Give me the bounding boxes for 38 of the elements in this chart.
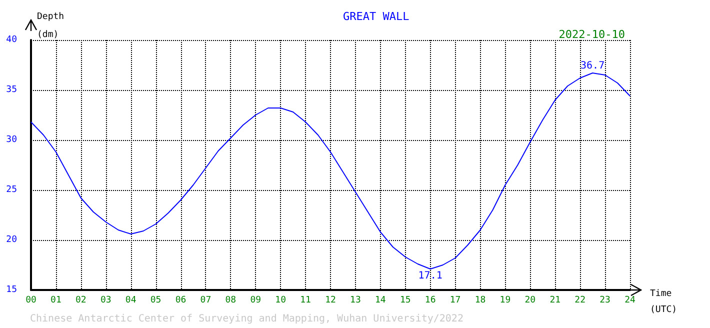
y-tick-label: 30 xyxy=(6,135,17,145)
x-tick-label: 10 xyxy=(275,296,286,306)
annotation: 36.7 xyxy=(580,60,605,72)
y-tick-label: 25 xyxy=(6,185,17,195)
x-tick-label: 12 xyxy=(325,296,336,306)
x-tick-label: 07 xyxy=(200,296,212,306)
y-tick-label: 40 xyxy=(6,35,17,45)
x-tick-label: 03 xyxy=(100,296,112,306)
x-tick-label: 17 xyxy=(450,296,461,306)
x-tick-label: 21 xyxy=(550,296,561,306)
x-tick-label: 02 xyxy=(75,296,86,306)
x-tick-label: 11 xyxy=(300,296,311,306)
x-tick-label: 04 xyxy=(125,296,136,306)
x-tick-label: 00 xyxy=(26,296,36,306)
chart-subtitle: 2022-10-10 xyxy=(558,28,626,41)
y-axis-title: Depth (dm) xyxy=(37,12,64,40)
x-axis-title: Time (UTC) xyxy=(650,289,678,315)
x-tick-label: 16 xyxy=(424,296,436,306)
line-series xyxy=(30,72,630,270)
annotation: 17.1 xyxy=(418,270,442,282)
y-tick-label: 35 xyxy=(6,85,17,95)
x-tick-label: 23 xyxy=(600,296,610,306)
x-tick-label: 06 xyxy=(175,296,186,306)
y-tick-label: 15 xyxy=(6,285,17,295)
y-tick-label: 20 xyxy=(6,235,17,245)
x-tick-label: 09 xyxy=(250,296,262,306)
chart-title: GREAT WALL xyxy=(343,10,410,23)
x-tick-label: 14 xyxy=(374,296,386,306)
x-tick-label: 01 xyxy=(50,296,62,306)
x-tick-label: 18 xyxy=(474,296,486,306)
x-tick-label: 22 xyxy=(574,296,586,306)
x-tick-label: 05 xyxy=(150,296,162,306)
x-tick-label: 15 xyxy=(400,296,411,306)
x-tick-label: 20 xyxy=(524,296,536,306)
x-tick-label: 24 xyxy=(624,296,636,306)
x-tick-label: 19 xyxy=(500,296,511,306)
x-tick-label: 08 xyxy=(225,296,236,306)
x-tick-label: 13 xyxy=(350,296,361,306)
